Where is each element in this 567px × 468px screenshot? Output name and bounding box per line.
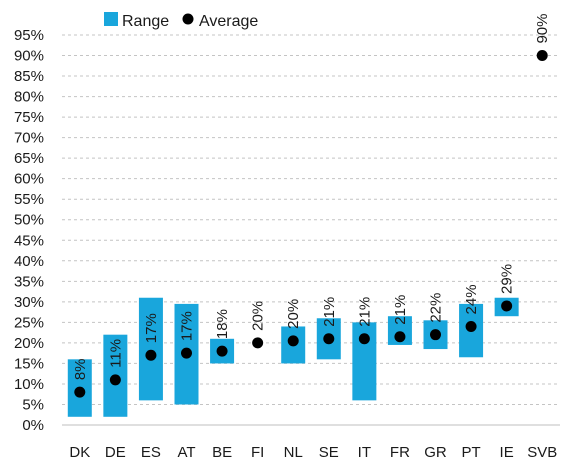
average-dot-be [216, 345, 228, 357]
average-dot-nl [287, 335, 299, 347]
data-label-ie: 29% [499, 264, 516, 294]
x-tick-label: IE [500, 444, 514, 461]
average-dot-fr [394, 331, 406, 343]
data-label-at: 17% [179, 311, 196, 341]
average-dot-ie [501, 300, 513, 312]
y-tick-label: 30% [14, 294, 44, 311]
average-dot-fi [252, 337, 264, 349]
x-tick-label: SVB [527, 444, 557, 461]
legend-label-range: Range [122, 13, 169, 30]
y-tick-label: 25% [14, 314, 44, 331]
y-tick-label: 5% [22, 396, 44, 413]
x-tick-label: DE [105, 444, 126, 461]
data-label-dk: 8% [72, 358, 89, 380]
legend-marker-average [182, 13, 194, 25]
x-tick-label: GR [424, 444, 447, 461]
data-label-nl: 20% [285, 299, 302, 329]
data-label-de: 11% [107, 339, 124, 368]
data-label-se: 21% [321, 297, 338, 327]
data-label-it: 21% [356, 297, 373, 327]
legend-swatch-range [104, 12, 118, 26]
data-label-es: 17% [143, 313, 160, 343]
x-tick-label: ES [141, 444, 161, 461]
data-label-fr: 21% [392, 295, 409, 325]
y-tick-label: 40% [14, 253, 44, 270]
x-tick-label: DK [69, 444, 90, 461]
average-dot-gr [430, 329, 441, 341]
x-tick-label: AT [177, 444, 195, 461]
y-tick-label: 10% [14, 376, 44, 393]
x-tick-label: PT [461, 444, 480, 461]
y-tick-label: 15% [14, 355, 44, 372]
average-dot-at [181, 347, 192, 359]
legend: Range Average [104, 12, 258, 30]
x-axis-ticks: DK DE ES AT BE FI NL SE IT FR GR PT IE SVB [69, 444, 557, 461]
average-dot-se [323, 333, 335, 345]
data-labels: 8% 11% 17% 17% 18% 20% 20% 21% 21% 21% 22% 24% 29% 90… [72, 13, 551, 380]
x-tick-label: FI [251, 444, 264, 461]
data-label-svb: 90% [534, 13, 551, 43]
y-tick-label: 90% [14, 48, 44, 65]
legend-label-average: Average [199, 13, 258, 30]
x-tick-label: SE [319, 444, 339, 461]
data-label-fi: 20% [250, 301, 267, 331]
average-dot-pt [465, 320, 477, 332]
y-tick-label: 75% [14, 109, 44, 126]
gridlines [62, 34, 560, 426]
average-dot-it [358, 333, 370, 345]
average-dots [74, 50, 548, 398]
data-label-be: 18% [214, 309, 231, 339]
y-tick-label: 65% [14, 150, 44, 167]
y-tick-label: 95% [14, 27, 44, 44]
y-tick-label: 55% [14, 191, 44, 208]
data-label-pt: 24% [463, 284, 480, 314]
y-tick-label: 45% [14, 232, 44, 249]
average-dot-de [109, 374, 121, 386]
average-dot-dk [74, 386, 86, 398]
x-tick-label: BE [212, 444, 232, 461]
y-tick-label: 50% [14, 212, 44, 229]
y-tick-label: 70% [14, 130, 44, 147]
x-tick-label: IT [358, 444, 371, 461]
average-dot-es [145, 349, 157, 361]
average-dot-svb [536, 50, 548, 62]
x-tick-label: FR [390, 444, 410, 461]
data-label-gr: 22% [428, 293, 445, 323]
y-tick-label: 60% [14, 171, 44, 188]
y-tick-label: 85% [14, 68, 44, 85]
y-tick-label: 35% [14, 273, 44, 290]
y-tick-label: 0% [22, 417, 44, 434]
y-tick-label: 80% [14, 89, 44, 106]
x-tick-label: NL [284, 444, 303, 461]
range-bar-es [138, 297, 163, 401]
y-axis-ticks: 0% 5% 10% 15% 20% 25% 30% 35% 40% 45% 50% 55% 60% 65%… [14, 27, 44, 434]
y-tick-label: 20% [14, 335, 44, 352]
